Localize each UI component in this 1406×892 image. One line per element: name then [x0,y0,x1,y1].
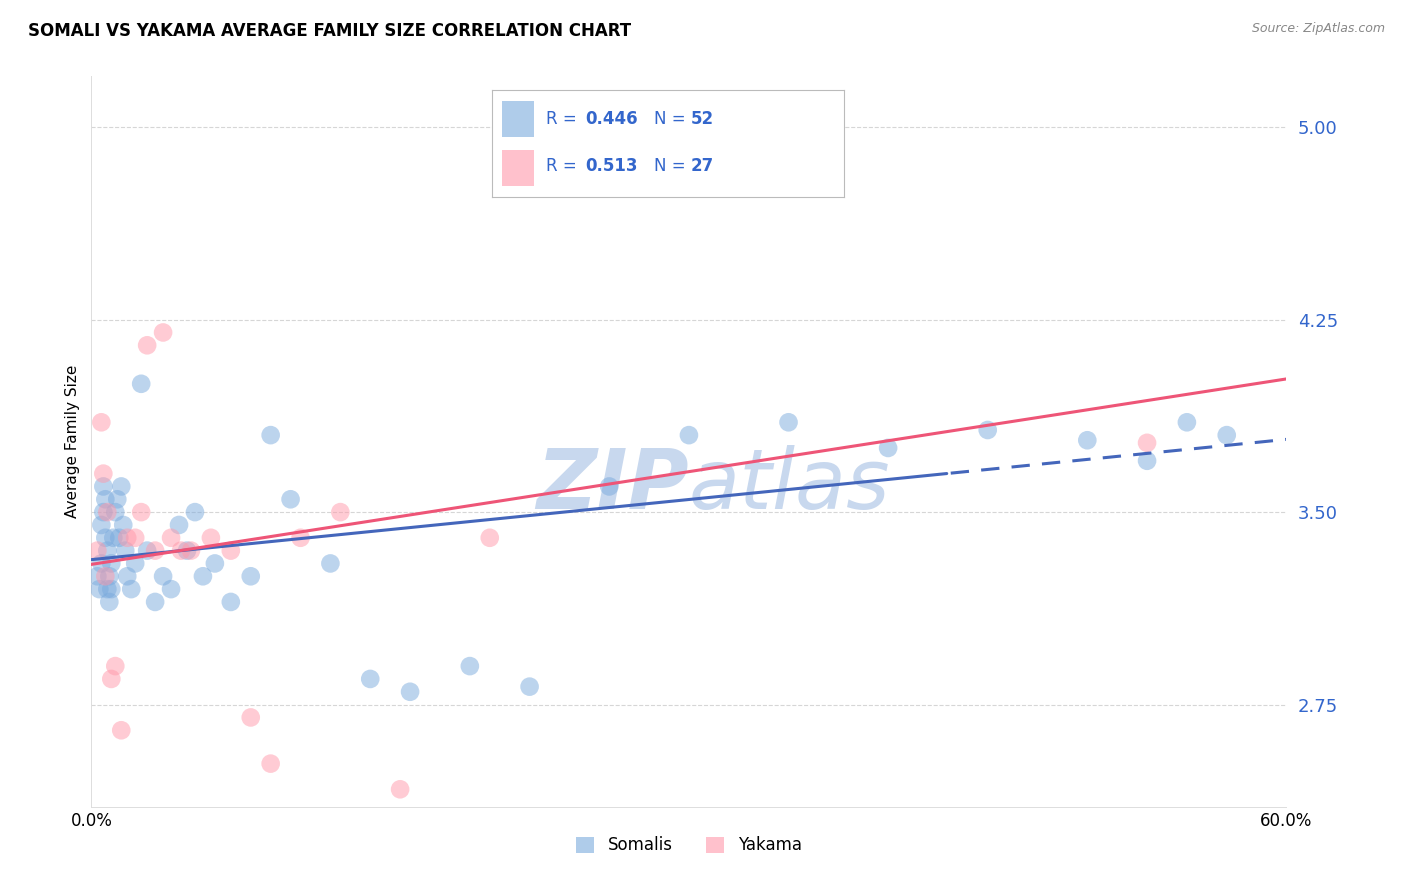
Point [93,505,115,519]
Point [108,531,131,545]
Point [170,543,193,558]
Point [219,595,242,609]
Point [191,569,214,583]
Point [120,582,142,596]
Text: Source: ZipAtlas.com: Source: ZipAtlas.com [1251,22,1385,36]
Point [110,723,132,738]
Point [124,557,146,571]
Point [359,672,381,686]
Point [239,710,262,724]
Point [98,595,121,609]
Point [105,492,128,507]
Point [98,569,121,583]
Point [93,479,115,493]
Point [678,428,700,442]
Point [180,543,202,558]
Point [100,557,122,571]
Point [129,505,152,519]
Point [280,492,302,507]
Point [519,680,541,694]
Point [104,505,127,519]
Point [136,543,159,558]
Point [877,441,900,455]
Point [290,531,312,545]
Point [458,659,481,673]
Point [100,672,122,686]
Point [136,338,159,352]
Point [143,595,166,609]
Point [103,531,125,545]
Point [115,531,138,545]
Point [152,569,174,583]
Point [115,569,138,583]
Point [1136,435,1159,450]
Point [239,569,262,583]
Point [110,479,132,493]
Point [598,479,620,493]
Point [1076,434,1098,448]
Point [160,531,183,545]
Point [778,415,800,429]
Point [96,543,118,558]
Point [259,756,281,771]
Legend: Somalis, Yakama: Somalis, Yakama [569,830,808,861]
Point [96,582,118,596]
Point [329,505,352,519]
Point [114,543,136,558]
Point [219,543,242,558]
Point [167,518,190,533]
Point [112,518,135,533]
Point [143,543,166,558]
Point [89,582,111,596]
Point [90,557,112,571]
Point [638,141,661,155]
Point [93,467,115,481]
Text: SOMALI VS YAKAMA AVERAGE FAMILY SIZE CORRELATION CHART: SOMALI VS YAKAMA AVERAGE FAMILY SIZE COR… [28,22,631,40]
Text: ZIP: ZIP [536,445,689,526]
Point [86,569,108,583]
Point [204,557,226,571]
Point [94,531,117,545]
Point [94,569,117,583]
Point [129,376,152,391]
Text: atlas: atlas [689,445,890,526]
Point [319,557,342,571]
Point [399,685,422,699]
Point [152,326,174,340]
Point [976,423,998,437]
Point [104,659,127,673]
Point [90,415,112,429]
Point [176,543,198,558]
Point [1136,454,1159,468]
Point [200,531,222,545]
Point [100,582,122,596]
Point [184,505,207,519]
Point [1215,428,1237,442]
Point [124,531,146,545]
Point [160,582,183,596]
Point [478,531,501,545]
Point [259,428,281,442]
Point [96,505,118,519]
Point [86,543,108,558]
Point [90,518,112,533]
Y-axis label: Average Family Size: Average Family Size [65,365,80,518]
Point [389,782,412,797]
Point [1175,415,1198,429]
Point [94,492,117,507]
